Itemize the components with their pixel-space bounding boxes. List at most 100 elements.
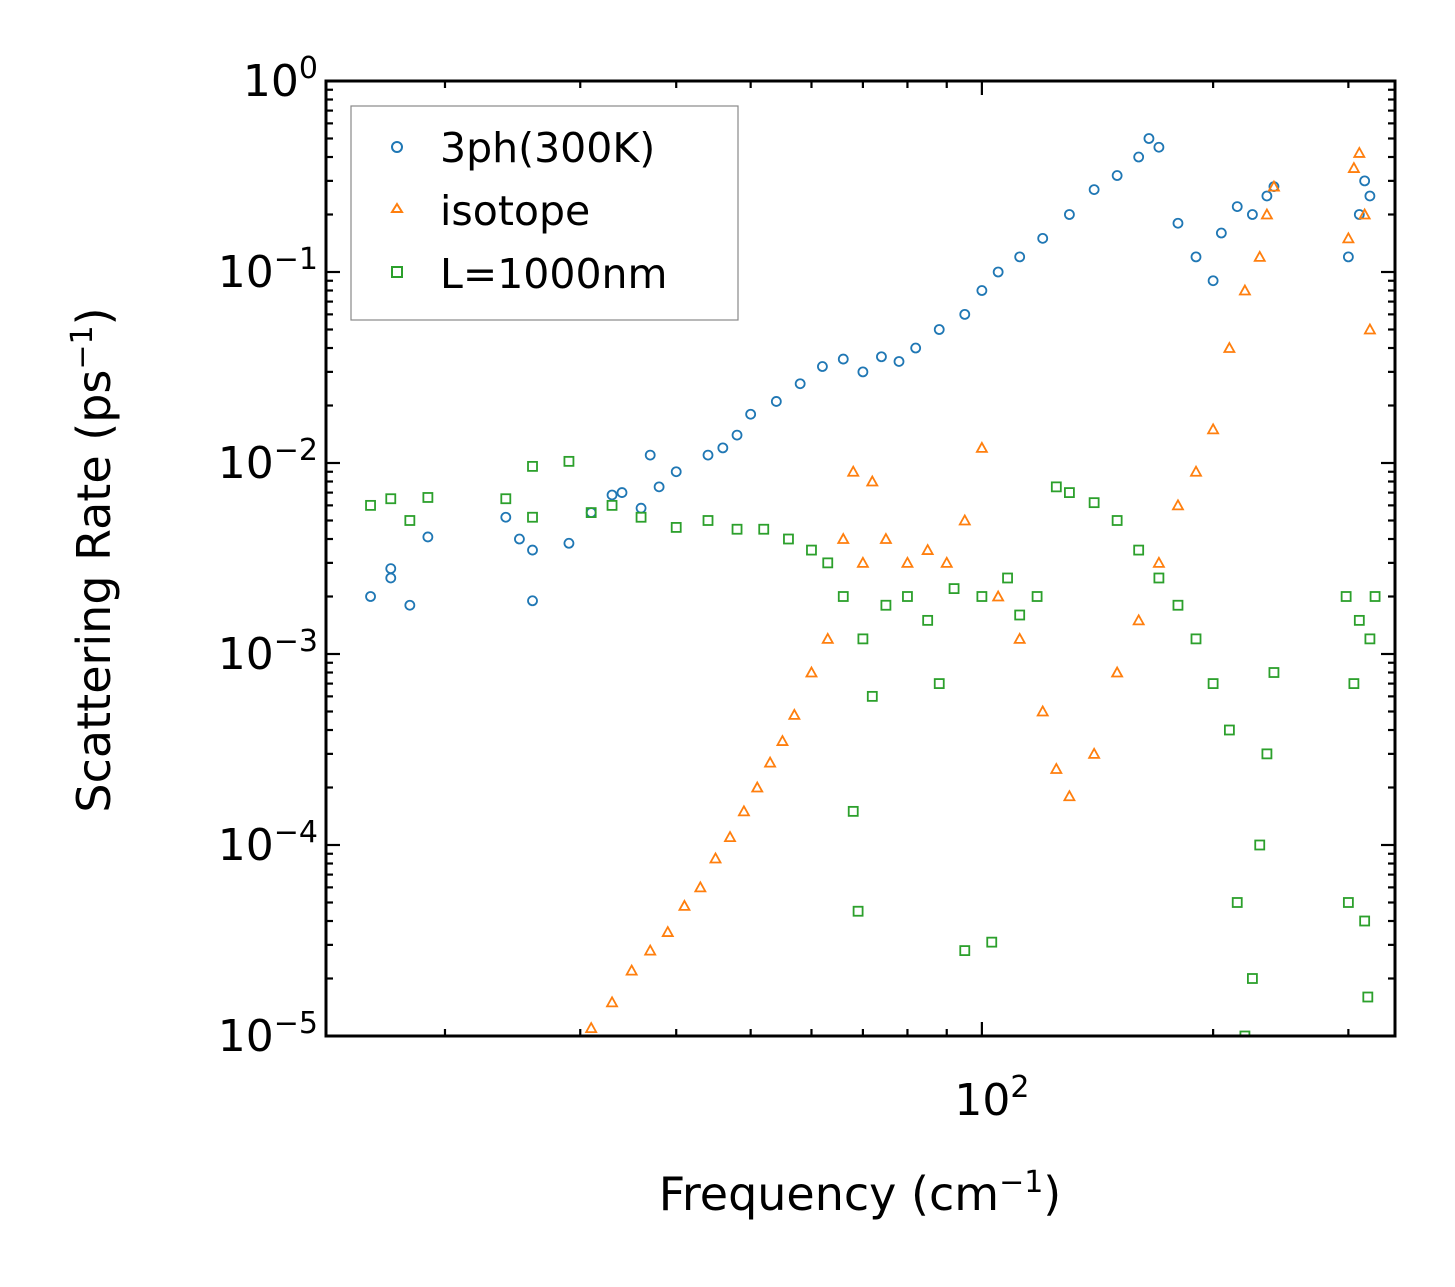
data-point <box>783 533 794 545</box>
data-point <box>991 589 1005 602</box>
data-point <box>1143 133 1155 144</box>
data-point <box>1206 422 1220 435</box>
data-point <box>770 396 782 407</box>
data-point <box>900 556 914 568</box>
legend-marker-isotope <box>390 202 404 213</box>
data-point <box>1261 748 1273 760</box>
data-point <box>625 963 639 976</box>
y-tick-label: 10−4 <box>218 815 318 871</box>
data-point <box>750 780 764 793</box>
data-point <box>670 522 682 533</box>
data-point <box>585 507 597 518</box>
data-point <box>836 532 850 544</box>
data-point <box>500 493 512 505</box>
data-point <box>1152 556 1166 568</box>
data-point <box>1253 250 1267 262</box>
data-point <box>921 543 935 555</box>
data-point <box>804 665 819 678</box>
data-point <box>1363 322 1377 335</box>
data-point <box>1172 599 1184 611</box>
series-2 <box>365 455 1381 1036</box>
data-point <box>821 632 835 644</box>
data-point <box>702 515 714 526</box>
data-point <box>948 583 960 594</box>
data-point <box>1359 175 1371 187</box>
data-point <box>605 995 619 1008</box>
data-point <box>563 455 575 467</box>
data-point <box>1171 498 1185 511</box>
data-point <box>422 492 434 503</box>
legend: 3ph(300K) isotope L=1000nm <box>350 105 739 321</box>
data-point <box>702 449 714 461</box>
data-point <box>1347 161 1361 173</box>
data-point <box>806 544 817 556</box>
data-point <box>1348 678 1360 689</box>
data-point <box>500 511 512 523</box>
data-point <box>1268 667 1280 678</box>
data-point <box>976 285 988 296</box>
data-point <box>585 507 597 518</box>
data-point <box>1267 179 1281 192</box>
data-point <box>817 361 828 372</box>
data-point <box>1111 170 1123 181</box>
data-point <box>1362 991 1374 1003</box>
legend-label-3ph: 3ph(300K) <box>440 124 655 172</box>
data-point <box>514 533 525 545</box>
data-point <box>933 324 945 335</box>
data-point <box>1014 609 1026 621</box>
y-tick-label: 10−3 <box>218 624 318 680</box>
data-point <box>527 460 538 472</box>
data-point <box>1031 591 1043 602</box>
x-axis-label: Frequency (cm−1) <box>659 1165 1062 1221</box>
legend-label-isotope: isotope <box>440 187 590 235</box>
data-point <box>856 556 870 568</box>
data-point <box>404 515 416 526</box>
data-point <box>644 449 656 461</box>
data-point <box>837 591 849 602</box>
data-point <box>1247 209 1258 220</box>
data-point <box>846 464 860 477</box>
data-point <box>1364 190 1376 202</box>
data-point <box>1064 209 1075 220</box>
data-point <box>992 266 1004 278</box>
y-tick-label: 10−2 <box>218 433 318 489</box>
data-point <box>635 502 647 514</box>
data-point <box>1238 283 1252 296</box>
data-point <box>1190 251 1202 263</box>
data-point <box>847 805 859 817</box>
y-tick-label: 10−5 <box>218 1006 318 1062</box>
data-point <box>1369 591 1381 602</box>
data-point <box>1342 251 1354 263</box>
data-point <box>693 880 707 893</box>
data-point <box>385 572 397 584</box>
x-tick-label: 102 <box>954 1070 1029 1126</box>
legend-label-boundary: L=1000nm <box>440 250 667 298</box>
data-point <box>584 1021 598 1033</box>
plot-frame <box>324 79 1397 1038</box>
legend-box <box>350 105 739 321</box>
data-point <box>865 474 879 487</box>
data-point <box>1133 151 1145 163</box>
legend-marker-3ph <box>391 141 403 153</box>
data-point <box>527 595 538 607</box>
data-point <box>708 851 723 864</box>
data-point <box>1231 201 1243 212</box>
data-point <box>852 905 864 917</box>
data-point <box>922 614 934 626</box>
data-point <box>986 936 998 948</box>
data-point <box>1239 1030 1251 1036</box>
data-point <box>959 945 971 956</box>
y-tick-label: 10−1 <box>218 242 318 298</box>
data-point <box>616 487 628 498</box>
data-point <box>606 489 618 501</box>
data-point <box>1050 481 1062 493</box>
data-point <box>731 523 743 535</box>
data-point <box>1247 973 1258 984</box>
data-point <box>1064 487 1075 498</box>
data-point <box>1358 207 1372 220</box>
data-point <box>1153 572 1165 584</box>
data-point <box>1260 207 1274 220</box>
data-point <box>787 708 801 720</box>
data-point <box>1342 897 1354 908</box>
